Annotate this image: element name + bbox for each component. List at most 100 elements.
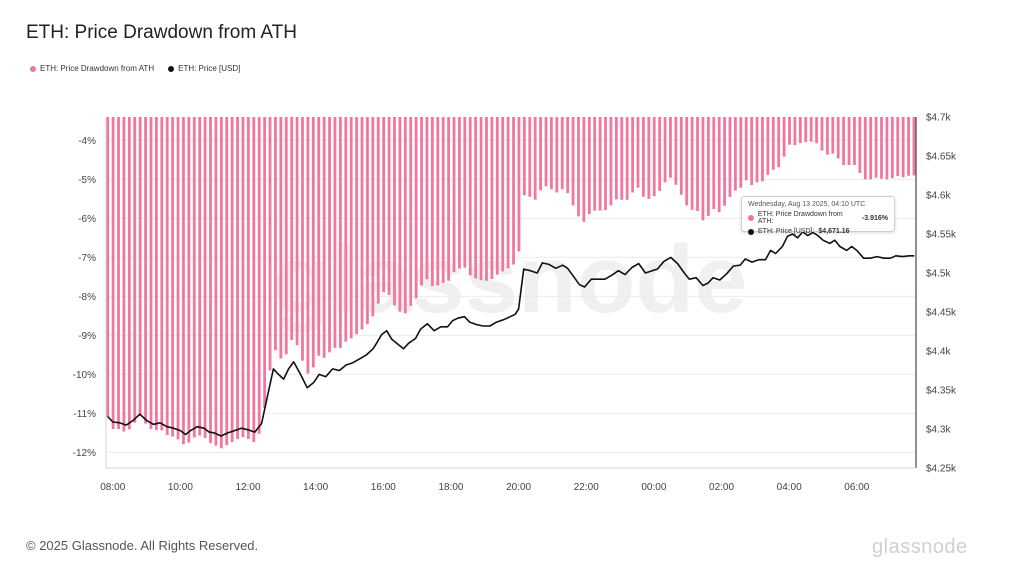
drawdown-bar <box>160 117 164 431</box>
drawdown-bar <box>295 117 299 346</box>
drawdown-bar <box>138 117 142 416</box>
drawdown-bar <box>825 117 829 155</box>
drawdown-bar <box>176 117 180 440</box>
drawdown-bar <box>744 117 748 181</box>
drawdown-bar <box>777 117 781 168</box>
y-right-tick-label: $4.7k <box>926 113 951 124</box>
drawdown-bar <box>533 117 537 200</box>
drawdown-bar <box>301 117 304 361</box>
drawdown-bar <box>376 117 380 304</box>
drawdown-bar <box>398 117 402 312</box>
drawdown-bar <box>127 117 131 430</box>
drawdown-bar <box>636 117 640 188</box>
drawdown-bar <box>436 117 440 286</box>
tooltip-drawdown-label: ETH: Price Drawdown from ATH: <box>757 211 843 225</box>
x-tick-label: 22:00 <box>574 482 599 493</box>
drawdown-bar <box>387 117 391 295</box>
drawdown-bar <box>842 117 846 166</box>
legend-item-drawdown[interactable]: ETH: Price Drawdown from ATH <box>30 64 154 73</box>
drawdown-bar <box>349 117 353 339</box>
drawdown-bar <box>311 117 315 368</box>
drawdown-bar <box>847 117 851 165</box>
drawdown-bar <box>209 117 212 444</box>
drawdown-bar <box>192 117 196 438</box>
drawdown-bar <box>333 117 337 348</box>
drawdown-bar <box>344 117 348 342</box>
drawdown-bar <box>701 117 705 221</box>
drawdown-bar <box>544 117 548 187</box>
drawdown-bar <box>414 117 418 299</box>
y-left-tick-label: -11% <box>73 409 96 420</box>
drawdown-bar <box>458 117 461 269</box>
drawdown-bar <box>284 117 288 355</box>
drawdown-bar <box>241 117 245 438</box>
drawdown-bar <box>815 117 818 144</box>
drawdown-bar <box>912 117 916 176</box>
drawdown-bar <box>479 117 483 281</box>
drawdown-bar <box>214 117 218 446</box>
drawdown-bar <box>782 117 786 157</box>
drawdown-bar <box>133 117 137 423</box>
drawdown-bar <box>463 117 467 268</box>
drawdown-bar <box>614 117 618 200</box>
tooltip-drawdown-dot <box>748 215 754 221</box>
drawdown-bar <box>263 117 267 408</box>
drawdown-bar <box>447 117 451 281</box>
x-tick-label: 12:00 <box>236 482 261 493</box>
y-left-tick-label: -4% <box>78 136 96 147</box>
drawdown-bar <box>257 117 261 434</box>
drawdown-bar <box>106 117 110 418</box>
drawdown-bar <box>236 117 239 439</box>
drawdown-bar <box>430 117 434 287</box>
drawdown-bar <box>831 117 835 154</box>
drawdown-bar <box>750 117 754 185</box>
drawdown-bar <box>355 117 359 335</box>
price-legend-dot <box>168 65 175 72</box>
x-tick-label: 18:00 <box>438 482 463 493</box>
drawdown-bar <box>788 117 791 145</box>
drawdown-bar <box>452 117 456 272</box>
legend: ETH: Price Drawdown from ATH ETH: Price … <box>30 64 240 73</box>
drawdown-bar <box>371 117 375 317</box>
drawdown-bar <box>820 117 824 151</box>
drawdown-bar <box>712 117 716 210</box>
brand-logo: glassnode <box>872 536 968 558</box>
x-tick-label: 04:00 <box>777 482 802 493</box>
drawdown-bar <box>122 117 126 432</box>
drawdown-bar <box>219 117 223 449</box>
drawdown-bar <box>306 117 310 374</box>
drawdown-bar <box>555 117 559 193</box>
drawdown-bar <box>252 117 256 443</box>
copyright-footer: © 2025 Glassnode. All Rights Reserved. <box>26 538 259 553</box>
drawdown-bar <box>290 117 294 341</box>
drawdown-bar <box>571 117 575 206</box>
drawdown-bar <box>679 117 683 195</box>
drawdown-bar <box>798 117 802 143</box>
drawdown-bar <box>360 117 364 330</box>
gridlines <box>106 139 916 453</box>
drawdown-bar <box>723 117 726 206</box>
tooltip-drawdown-value: -3.916% <box>861 214 888 222</box>
drawdown-bar <box>696 117 699 211</box>
legend-item-price[interactable]: ETH: Price [USD] <box>168 64 240 73</box>
drawdown-bar <box>501 117 505 272</box>
drawdown-bar <box>117 117 120 429</box>
drawdown-bar <box>268 117 272 371</box>
drawdown-legend-dot <box>30 65 36 72</box>
drawdown-bar <box>366 117 369 325</box>
drawdown-bar <box>512 117 515 265</box>
drawdown-bar <box>111 117 115 429</box>
drawdown-bar <box>468 117 472 276</box>
y-right-tick-label: $4.3k <box>926 425 951 436</box>
drawdown-bar <box>874 117 878 178</box>
drawdown-bar <box>809 117 813 142</box>
y-left-tick-label: -9% <box>78 331 96 342</box>
tooltip-drawdown-row: ETH: Price Drawdown from ATH: -3.916% <box>748 211 888 225</box>
drawdown-bar <box>560 117 564 190</box>
drawdown-bar <box>577 117 580 217</box>
drawdown-bar <box>403 117 407 314</box>
drawdown-bar <box>880 117 883 179</box>
drawdown-bar <box>517 117 521 252</box>
x-tick-label: 14:00 <box>303 482 328 493</box>
